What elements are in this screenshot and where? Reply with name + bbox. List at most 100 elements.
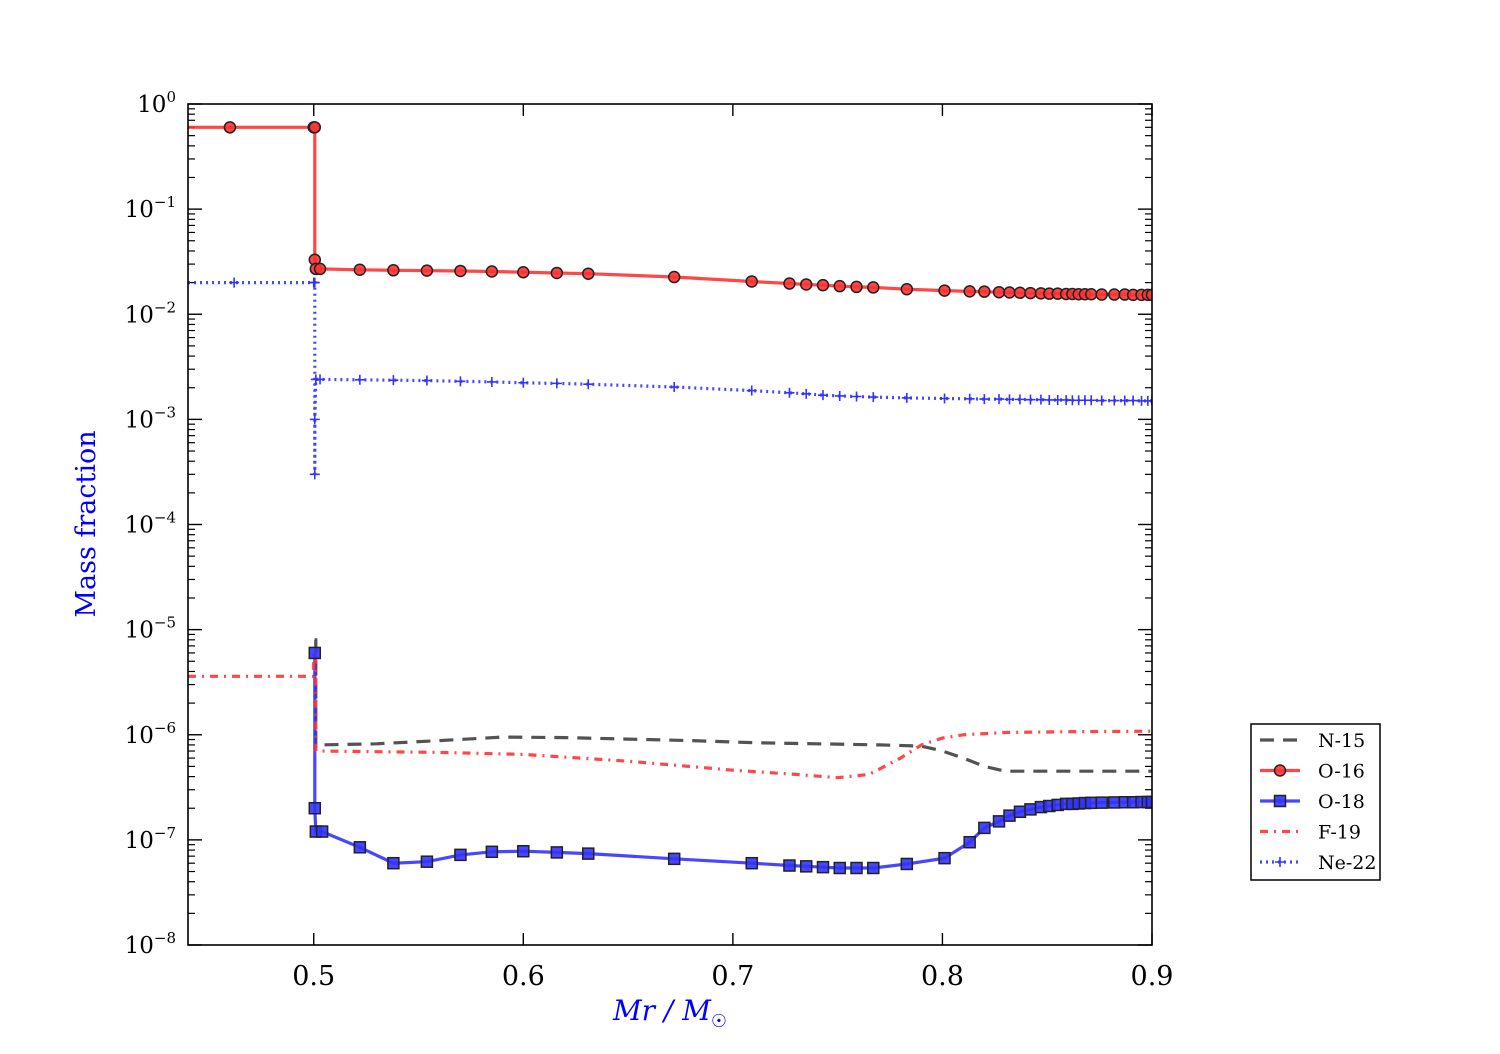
- marker-o-18: [1084, 796, 1098, 810]
- marker-ne-22: [964, 393, 975, 404]
- marker-o-18: [420, 855, 434, 868]
- marker-ne-22: [669, 382, 680, 393]
- marker-o-16: [313, 262, 327, 276]
- marker-ne-22: [1004, 394, 1015, 405]
- y-tick-label: 10−2: [125, 298, 176, 328]
- marker-o-18: [308, 646, 322, 660]
- y-tick-label: 10−1: [125, 193, 176, 223]
- marker-ne-22: [784, 387, 795, 398]
- marker-o-18: [833, 861, 846, 875]
- marker-o-16: [799, 278, 813, 291]
- marker-ne-22: [486, 376, 497, 387]
- marker-o-16: [963, 285, 976, 298]
- x-axis-label-subscript: ☉: [711, 1011, 727, 1032]
- marker-o-18: [900, 857, 914, 871]
- marker-o-18: [582, 847, 595, 860]
- marker-o-16: [387, 264, 400, 277]
- marker-o-16: [816, 278, 830, 292]
- marker-ne-22: [309, 277, 320, 288]
- y-tick-label: 10−5: [125, 614, 176, 644]
- legend-label: O-18: [1318, 791, 1365, 813]
- marker-ne-22: [1109, 395, 1120, 406]
- marker-o-16: [582, 267, 595, 280]
- marker-o-18: [992, 815, 1006, 828]
- marker-layer: [223, 121, 1152, 875]
- marker-o-16: [783, 277, 796, 290]
- x-tick-label: 0.6: [502, 961, 545, 992]
- marker-o-16: [850, 280, 863, 294]
- marker-ne-22: [309, 469, 320, 480]
- legend-marker-o-16: [1273, 764, 1287, 777]
- marker-o-18: [1013, 805, 1027, 819]
- series-line-o-18: [313, 652, 1152, 870]
- marker-o-16: [485, 265, 499, 278]
- marker-o-18: [745, 856, 758, 870]
- marker-ne-22: [1035, 394, 1046, 405]
- marker-ne-22: [421, 375, 432, 386]
- y-axis-label: Mass fraction: [71, 430, 102, 617]
- marker-ne-22: [309, 414, 320, 425]
- marker-ne-22: [1086, 395, 1097, 406]
- marker-ne-22: [851, 391, 862, 402]
- marker-ne-22: [868, 392, 879, 403]
- marker-o-18: [454, 848, 467, 862]
- marker-o-16: [667, 270, 681, 284]
- marker-o-16: [308, 121, 322, 134]
- marker-o-18: [783, 859, 796, 872]
- marker-ne-22: [551, 378, 562, 389]
- marker-o-16: [745, 275, 758, 288]
- marker-o-16: [867, 281, 880, 294]
- marker-ne-22: [939, 393, 950, 404]
- marker-ne-22: [1052, 394, 1063, 405]
- marker-o-16: [550, 266, 564, 280]
- marker-o-18: [1095, 796, 1108, 809]
- marker-o-18: [550, 846, 564, 859]
- legend-label: Ne-22: [1318, 852, 1376, 874]
- marker-o-18: [1003, 809, 1016, 822]
- marker-o-18: [387, 856, 400, 870]
- legend-label: O-16: [1318, 761, 1365, 783]
- marker-o-16: [1013, 286, 1027, 300]
- marker-ne-22: [1044, 394, 1055, 405]
- marker-o-16: [1145, 288, 1152, 302]
- marker-o-18: [308, 801, 322, 815]
- marker-ne-22: [455, 376, 466, 387]
- marker-o-16: [900, 282, 914, 296]
- legend-label: N-15: [1318, 730, 1365, 752]
- marker-o-16: [420, 264, 434, 277]
- marker-o-16: [1003, 286, 1016, 299]
- marker-o-18: [938, 851, 951, 865]
- y-tick-label: 10−3: [125, 403, 176, 433]
- series-line-f-19: [188, 651, 1152, 780]
- y-tick-label: 10−4: [125, 509, 176, 539]
- marker-ne-22: [229, 277, 240, 288]
- axis-ticks: [188, 103, 1153, 946]
- marker-o-16: [223, 121, 237, 134]
- marker-o-16: [978, 285, 991, 298]
- marker-o-16: [1024, 286, 1037, 300]
- marker-ne-22: [388, 375, 399, 386]
- marker-ne-22: [994, 394, 1005, 405]
- legend-marker-o-18: [1273, 794, 1287, 808]
- series-line-n-15: [314, 638, 1152, 773]
- marker-ne-22: [834, 390, 845, 401]
- x-tick-label: 0.8: [921, 961, 964, 992]
- tick-labels: 0.5 0.6 0.7 0.8 0.9 10−8 10−7 10−6 10−5 10−4 10−3 1…: [125, 88, 1174, 992]
- marker-ne-22: [518, 377, 529, 388]
- marker-o-18: [1108, 796, 1121, 809]
- marker-o-16: [938, 284, 951, 297]
- legend: N-15 O-16 O-18 F-19 Ne-22: [1250, 723, 1381, 881]
- legend-marker-ne-22: [1275, 857, 1285, 867]
- marker-o-18: [667, 852, 681, 866]
- marker-ne-22: [1096, 395, 1107, 406]
- marker-ne-22: [583, 379, 594, 390]
- series-line-o-16: [188, 125, 1152, 297]
- marker-ne-22: [1147, 395, 1152, 406]
- x-tick-label: 0.9: [1131, 961, 1174, 992]
- plot-area: [188, 125, 1152, 870]
- marker-o-18: [517, 844, 530, 858]
- marker-o-16: [517, 265, 530, 279]
- marker-ne-22: [1025, 394, 1036, 405]
